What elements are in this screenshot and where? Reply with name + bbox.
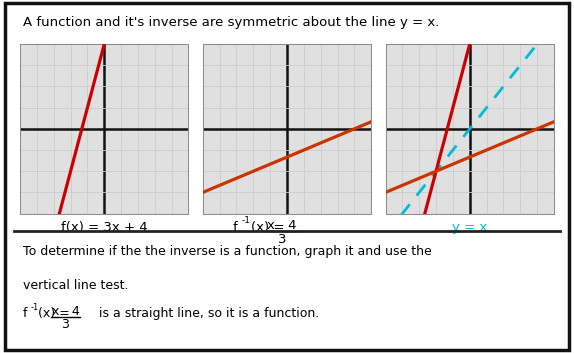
Text: x - 4: x - 4 [267,219,297,232]
Text: f: f [232,221,237,234]
Text: vertical line test.: vertical line test. [23,279,129,292]
Text: (x) =: (x) = [251,221,289,234]
Text: y = x: y = x [452,221,487,234]
Text: To determine if the the inverse is a function, graph it and use the: To determine if the the inverse is a fun… [23,245,432,258]
Text: (x) =: (x) = [38,307,73,320]
Text: f(x) = 3x + 4: f(x) = 3x + 4 [61,221,148,234]
Text: is a straight line, so it is a function.: is a straight line, so it is a function. [87,307,320,320]
Text: 3: 3 [278,233,286,246]
Text: 3: 3 [61,318,69,331]
Text: A function and it's inverse are symmetric about the line y = x.: A function and it's inverse are symmetri… [23,16,439,29]
Text: x - 4: x - 4 [52,305,79,318]
Text: f: f [23,307,28,320]
Text: -1: -1 [31,303,39,312]
Text: -1: -1 [242,216,251,225]
